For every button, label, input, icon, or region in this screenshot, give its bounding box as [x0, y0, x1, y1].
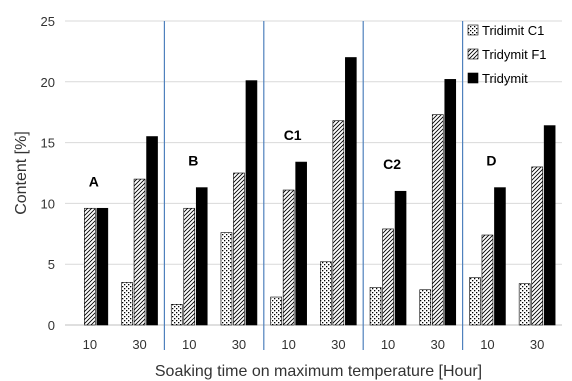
- group-separators: [163, 21, 464, 350]
- bar-solid: [295, 161, 307, 326]
- bar-solid: [195, 187, 208, 326]
- y-tick-label: 5: [48, 257, 55, 272]
- bar-dotted: [518, 283, 531, 326]
- bar-hatched: [133, 178, 146, 326]
- bar-solid: [245, 80, 258, 326]
- bar-solid: [394, 190, 407, 326]
- bar-hatched: [431, 114, 444, 326]
- bars: [84, 57, 556, 326]
- group-label: A: [89, 173, 99, 189]
- x-tick-label: 10: [480, 337, 494, 352]
- legend-swatch-dotted: [467, 24, 479, 36]
- legend: Tridimit C1 Tridymit F1 Tridymit: [467, 23, 547, 86]
- bar-solid: [444, 79, 457, 326]
- bar-hatched: [382, 228, 394, 326]
- x-tick-label: 30: [530, 337, 544, 352]
- x-tick-label: 10: [381, 337, 395, 352]
- group-label: C1: [284, 127, 302, 143]
- x-tick-label: 30: [431, 337, 445, 352]
- y-tick-label: 10: [41, 196, 55, 211]
- bar-dotted: [469, 277, 481, 326]
- bar-solid: [494, 187, 506, 326]
- legend-label: Tridymit: [482, 71, 528, 86]
- group-label: D: [486, 153, 496, 169]
- labels: 0 5 10 15 20 25 10 30 10 30 10 30 10 30 10 30 A B C1 C2 D Soa…: [13, 14, 544, 380]
- bar-dotted: [220, 232, 233, 326]
- group-label: B: [188, 153, 198, 169]
- x-tick-label: 30: [132, 337, 146, 352]
- y-axis-title: Content [%]: [13, 131, 30, 215]
- bar-hatched: [332, 120, 345, 326]
- group-label: C2: [383, 156, 401, 172]
- legend-swatch-hatched: [467, 48, 479, 60]
- bar-dotted: [320, 261, 332, 326]
- legend-label: Tridymit F1: [482, 47, 547, 62]
- y-tick-label: 15: [41, 136, 55, 151]
- x-tick-label: 10: [83, 337, 97, 352]
- x-tick-label: 10: [281, 337, 295, 352]
- bar-hatched: [282, 189, 295, 326]
- legend-label: Tridimit C1: [482, 23, 544, 38]
- bar-solid: [345, 57, 357, 326]
- x-axis-title: Soaking time on maximum temperature [Hou…: [155, 363, 482, 380]
- legend-swatch-solid: [467, 72, 479, 84]
- x-tick-label: 30: [232, 337, 246, 352]
- y-tick-label: 0: [48, 318, 55, 333]
- bar-solid: [146, 136, 158, 326]
- bar-dotted: [369, 287, 382, 326]
- bar-hatched: [531, 166, 543, 326]
- bar-dotted: [270, 296, 282, 326]
- bar-hatched: [183, 207, 196, 326]
- bar-hatched: [84, 207, 96, 326]
- x-tick-label: 10: [182, 337, 196, 352]
- bar-solid: [543, 125, 556, 326]
- y-tick-label: 25: [41, 14, 55, 29]
- bar-hatched: [233, 172, 245, 326]
- bar-dotted: [121, 282, 133, 326]
- bar-dotted: [170, 304, 183, 326]
- bar-dotted: [419, 289, 432, 326]
- bar-hatched: [481, 234, 494, 326]
- x-tick-label: 30: [331, 337, 345, 352]
- bar-solid: [96, 207, 109, 326]
- y-tick-label: 20: [41, 75, 55, 90]
